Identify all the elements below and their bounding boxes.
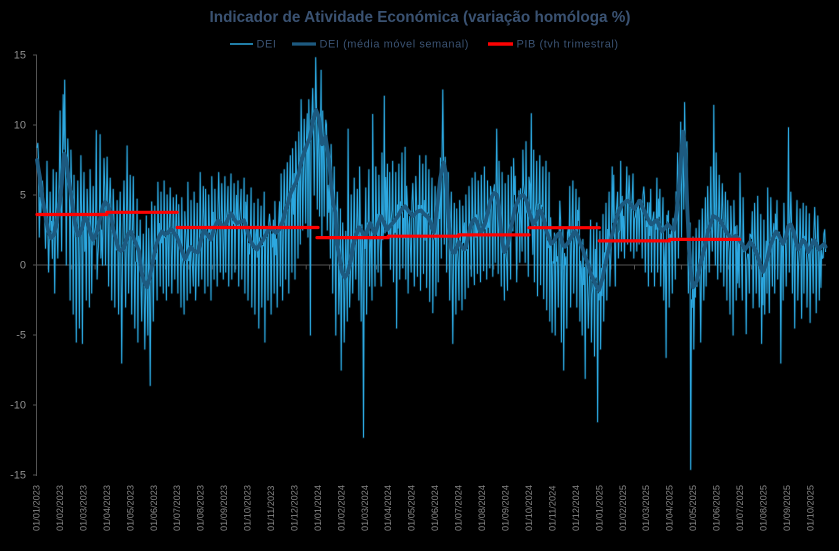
svg-text:DEI: DEI [257,39,277,51]
svg-text:01/03/2025: 01/03/2025 [641,485,651,531]
svg-text:01/06/2023: 01/06/2023 [149,485,159,531]
svg-text:DEI (média móvel semanal): DEI (média móvel semanal) [320,39,469,51]
svg-text:01/04/2023: 01/04/2023 [102,485,112,531]
svg-text:01/07/2024: 01/07/2024 [454,485,464,531]
svg-text:01/02/2025: 01/02/2025 [618,485,628,531]
svg-text:01/07/2025: 01/07/2025 [735,485,745,531]
svg-text:01/12/2023: 01/12/2023 [289,485,299,531]
svg-text:01/09/2023: 01/09/2023 [219,485,229,531]
svg-text:5: 5 [20,190,26,202]
svg-text:01/08/2025: 01/08/2025 [758,485,768,531]
svg-text:Indicador de Atividade Económi: Indicador de Atividade Económica (variaç… [209,9,630,26]
svg-text:01/01/2023: 01/01/2023 [32,485,42,531]
svg-text:01/03/2023: 01/03/2023 [78,485,88,531]
svg-text:-15: -15 [10,470,26,482]
svg-text:01/11/2023: 01/11/2023 [266,486,276,531]
svg-text:01/12/2024: 01/12/2024 [571,485,581,531]
svg-text:10: 10 [14,120,26,132]
svg-text:01/10/2025: 01/10/2025 [805,485,815,531]
svg-text:01/03/2024: 01/03/2024 [360,485,370,531]
svg-text:01/09/2024: 01/09/2024 [501,485,511,531]
svg-text:01/05/2025: 01/05/2025 [688,485,698,531]
svg-text:0: 0 [20,260,26,272]
svg-text:01/09/2025: 01/09/2025 [782,485,792,531]
svg-text:01/07/2023: 01/07/2023 [172,485,182,531]
svg-text:01/05/2024: 01/05/2024 [407,485,417,531]
svg-text:01/04/2024: 01/04/2024 [383,485,393,531]
svg-text:01/05/2023: 01/05/2023 [125,485,135,531]
svg-text:01/01/2024: 01/01/2024 [313,485,323,531]
svg-text:-5: -5 [16,330,26,342]
svg-text:01/08/2023: 01/08/2023 [196,485,206,531]
svg-text:01/02/2023: 01/02/2023 [55,485,65,531]
svg-text:01/08/2024: 01/08/2024 [477,485,487,531]
svg-text:01/02/2024: 01/02/2024 [336,485,346,531]
svg-text:01/01/2025: 01/01/2025 [594,485,604,531]
svg-text:01/10/2024: 01/10/2024 [524,485,534,531]
svg-text:01/04/2025: 01/04/2025 [665,485,675,531]
svg-text:PIB (tvh trimestral): PIB (tvh trimestral) [517,39,619,51]
svg-text:01/11/2024: 01/11/2024 [547,486,557,531]
svg-text:01/10/2023: 01/10/2023 [243,485,253,531]
svg-text:01/06/2024: 01/06/2024 [430,485,440,531]
svg-text:15: 15 [14,50,26,62]
svg-text:01/06/2025: 01/06/2025 [712,485,722,531]
svg-text:-10: -10 [10,400,26,412]
